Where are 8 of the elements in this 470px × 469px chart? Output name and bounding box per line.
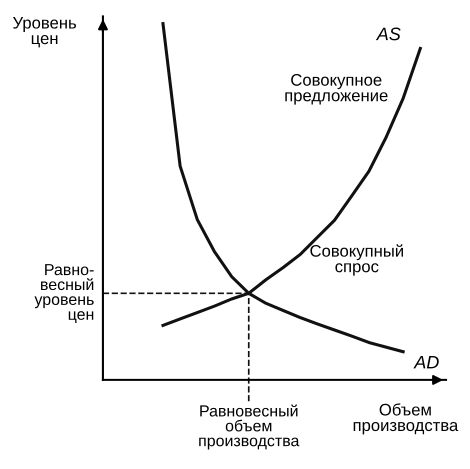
series-label: AD [413, 356, 439, 368]
ref-line-label: Равно- весный уровень цен [34, 264, 94, 323]
text: Равновесный объем производства [199, 404, 300, 450]
annotation: Совокупное предложение [285, 74, 388, 105]
x-axis-title: Объем производства [354, 403, 458, 434]
series-label: AS [376, 28, 401, 40]
y-axis-title: Уровень цен [12, 17, 76, 48]
annotation: Совокупный спрос [310, 244, 403, 276]
